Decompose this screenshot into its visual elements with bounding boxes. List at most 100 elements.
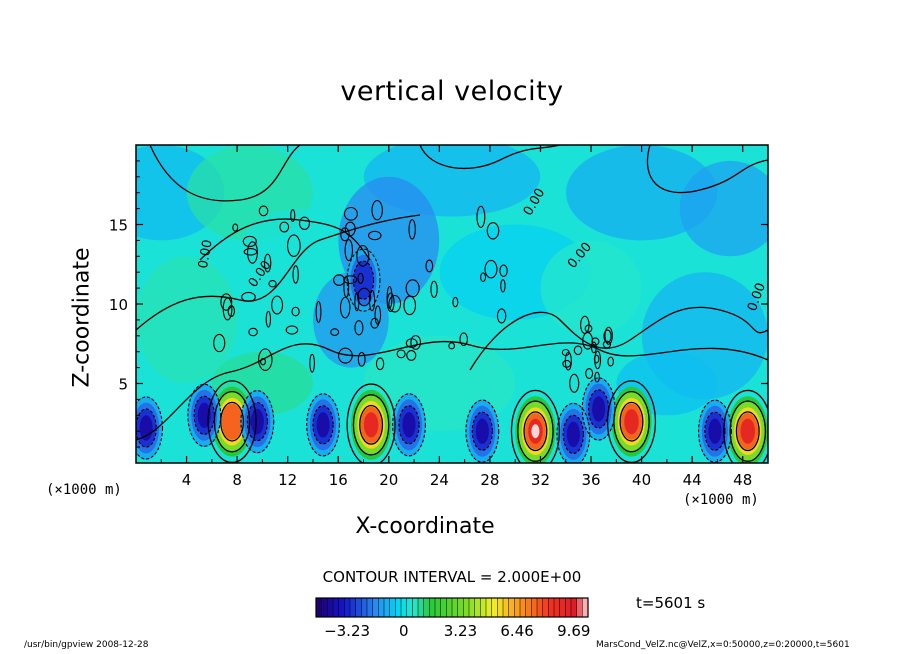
colorbar-swatch <box>565 598 572 617</box>
updraft-cell <box>611 386 652 457</box>
colorbar-swatch <box>423 598 430 617</box>
field-region <box>136 256 237 384</box>
contour-line <box>500 279 506 293</box>
downdraft-cell <box>240 389 274 454</box>
colorbar-swatch <box>525 598 532 617</box>
colorbar-swatch <box>333 598 340 617</box>
contour-line <box>561 348 570 357</box>
contour-line <box>258 348 273 371</box>
colorbar-swatch <box>321 598 328 617</box>
colorbar-swatch <box>401 598 408 617</box>
y-tick-label: 15 <box>109 217 128 235</box>
contour-line <box>556 402 591 463</box>
contour-line <box>590 341 597 354</box>
contour-line <box>330 328 340 336</box>
contour-line <box>258 205 269 217</box>
contour-line <box>243 247 258 256</box>
colorbar: −3.23 0 3.23 6.46 9.69 <box>315 597 590 640</box>
colorbar-swatch <box>367 598 374 617</box>
colorbar-swatch <box>559 598 566 617</box>
contour-line <box>248 327 258 337</box>
contour-line <box>193 395 215 435</box>
contour-line <box>584 324 593 333</box>
colorbar-swatch <box>480 598 487 617</box>
contour-line <box>242 235 257 248</box>
contour-line <box>240 390 275 454</box>
colorbar-swatch <box>384 598 391 617</box>
contour-line <box>465 399 500 463</box>
contour-line <box>452 296 459 308</box>
colorbar-swatch <box>548 598 555 617</box>
contour-line <box>298 216 311 230</box>
colorbar-swatch <box>537 598 544 617</box>
contour-line <box>581 377 616 441</box>
contour-line <box>136 214 421 331</box>
field-region <box>540 240 642 336</box>
contour-label: 0.00 <box>196 239 216 270</box>
contour-line <box>343 275 358 285</box>
colorbar-swatch <box>474 598 481 617</box>
contour-line <box>213 333 226 353</box>
x-tick-label: 24 <box>430 471 449 489</box>
contour-line <box>729 400 767 462</box>
contour-line <box>459 332 468 347</box>
colorbar-swatch <box>469 598 476 617</box>
contour-line <box>704 411 726 451</box>
contour-line <box>602 340 612 349</box>
contour-line <box>594 371 600 383</box>
contour-line <box>486 222 500 240</box>
colorbar-swatch <box>395 598 402 617</box>
colorbar-swatch <box>372 598 379 617</box>
colorbar-swatch <box>344 598 351 617</box>
colorbar-frame <box>315 597 589 618</box>
x-tick-label: 28 <box>480 471 499 489</box>
contour-line <box>246 402 268 442</box>
updraft-cell <box>350 389 392 460</box>
contour-line <box>562 359 572 368</box>
contour-line <box>480 272 487 283</box>
colorbar-swatch <box>463 598 470 617</box>
contour-line <box>499 264 508 277</box>
contour-line <box>517 400 554 462</box>
colorbar-swatch <box>361 598 368 617</box>
contour-line <box>232 223 239 232</box>
contour-line <box>370 317 379 329</box>
contour-line <box>410 335 422 350</box>
contour-line <box>333 274 345 286</box>
contour-line <box>371 200 383 221</box>
downdraft-cell <box>582 377 616 441</box>
colorbar-swatch <box>520 598 527 617</box>
x-tick-label: 40 <box>632 471 651 489</box>
colorbar-swatch <box>503 598 510 617</box>
contour-line <box>476 205 486 228</box>
contour-line <box>268 279 277 288</box>
contour-line <box>603 329 612 343</box>
colorbar-swatch <box>531 598 538 617</box>
y-tick-label: 5 <box>118 376 128 394</box>
contour-line <box>337 347 353 364</box>
colorbar-swatch <box>389 598 396 617</box>
x-tick-label: 16 <box>329 471 348 489</box>
contour-line <box>386 285 393 309</box>
contour-line <box>136 340 768 441</box>
downdraft-cell <box>698 399 732 463</box>
contour-line <box>357 351 366 367</box>
colorbar-swatch <box>327 598 334 617</box>
contour-line <box>604 326 613 345</box>
contour-line <box>260 357 266 366</box>
colorbar-swatch <box>429 598 436 617</box>
contour-line <box>356 244 370 267</box>
contour-line <box>374 305 382 325</box>
colorbar-swatch <box>508 598 515 617</box>
contour-line <box>271 295 284 315</box>
contour-line <box>582 332 594 350</box>
colorbar-swatch <box>412 598 419 617</box>
contour-line <box>388 294 402 313</box>
x-tick-label: 8 <box>232 471 242 489</box>
contour-line <box>697 399 732 463</box>
updraft-cell <box>515 396 556 463</box>
velocity-field <box>136 145 768 463</box>
x-tick-label: 4 <box>182 471 192 489</box>
field-region <box>679 160 768 257</box>
